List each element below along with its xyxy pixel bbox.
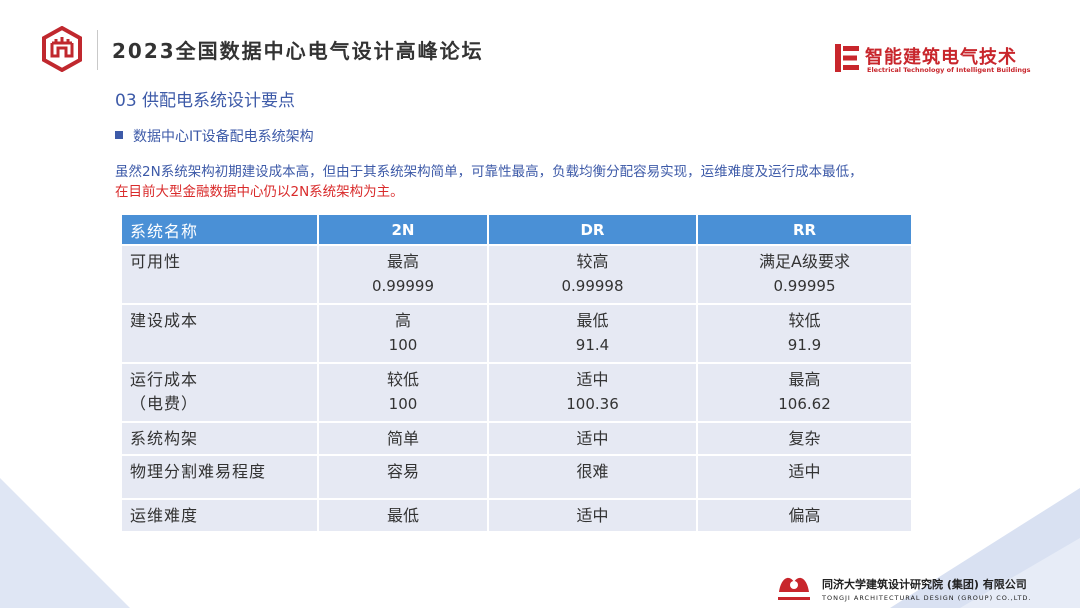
brand-logo: 智能建筑电气技术 Electrical Technology of Intell… — [835, 42, 1035, 76]
decor-triangle-right-inner — [960, 538, 1080, 608]
table-row: 运行成本 （电费） 较低 100 适中 100.36 最高 106.62 — [122, 363, 913, 423]
header-system-name: 系统名称 — [122, 215, 319, 246]
square-bullet-icon — [115, 131, 123, 139]
cell-text: 容易 — [386, 462, 419, 481]
comparison-table: 系统名称 2N DR RR 可用性 最高 0.99999 较高 0.99998 满足… — [122, 215, 913, 533]
table-cell: 复杂 — [697, 422, 913, 456]
cell-value: 91.9 — [787, 336, 822, 354]
row-label-text: 建设成本 — [130, 311, 199, 330]
cell-text: 适中 — [576, 429, 609, 448]
row-label-text: 运行成本 — [130, 370, 199, 389]
footer-company-en: TONGJI ARCHITECTURAL DESIGN (GROUP) CO.,… — [822, 594, 1032, 602]
table-cell: 最高 0.99999 — [318, 245, 489, 305]
cell-value: 100.36 — [566, 395, 619, 413]
table-row: 运维难度 最低 适中 偏高 — [122, 499, 913, 533]
row-label-sub: （电费） — [130, 394, 199, 413]
row-label-text: 物理分割难易程度 — [130, 462, 267, 481]
page-title: 2023全国数据中心电气设计高峰论坛 — [112, 39, 484, 63]
description-line-1: 虽然2N系统架构初期建设成本高，但由于其系统架构简单，可靠性最高，负载均衡分配容… — [115, 164, 863, 180]
cell-value: 91.4 — [575, 336, 610, 354]
row-label: 可用性 — [122, 245, 319, 305]
bullet-item: 数据中心IT设备配电系统架构 — [115, 126, 314, 146]
table-header-row: 系统名称 2N DR RR — [122, 215, 913, 246]
section-title: 03 供配电系统设计要点 — [115, 91, 296, 111]
row-label: 系统构架 — [122, 422, 319, 456]
description-line-2: 在目前大型金融数据中心仍以2N系统架构为主。 — [115, 184, 404, 200]
table-cell: 较低 91.9 — [697, 304, 913, 364]
cell-text: 高 — [394, 311, 411, 330]
header-dr: DR — [488, 215, 698, 246]
description: 虽然2N系统架构初期建设成本高，但由于其系统架构简单，可靠性最高，负载均衡分配容… — [115, 162, 863, 202]
header-rr: RR — [697, 215, 913, 246]
header-2n: 2N — [318, 215, 489, 246]
cell-text: 最低 — [386, 505, 419, 525]
cell-text: 较低 — [386, 370, 419, 389]
table-row: 可用性 最高 0.99999 较高 0.99998 满足A级要求 0.99995 — [122, 245, 913, 305]
table-cell: 适中 100.36 — [488, 363, 698, 423]
row-label: 建设成本 — [122, 304, 319, 364]
cell-value: 100 — [388, 395, 418, 413]
brand-name-cn: 智能建筑电气技术 — [865, 47, 1017, 68]
table-cell: 高 100 — [318, 304, 489, 364]
table-cell: 简单 — [318, 422, 489, 456]
cell-text: 较高 — [576, 252, 609, 271]
cell-text: 偏高 — [788, 505, 821, 525]
cell-text: 较低 — [788, 311, 821, 330]
table-cell: 最低 — [318, 499, 489, 533]
table-cell: 容易 — [318, 455, 489, 500]
row-label-text: 可用性 — [130, 252, 182, 271]
cell-text: 满足A级要求 — [759, 252, 850, 271]
cell-text: 适中 — [576, 505, 609, 525]
cell-value: 100 — [388, 336, 418, 354]
cell-value: 0.99999 — [371, 277, 435, 295]
cell-text: 简单 — [386, 429, 419, 448]
cell-value: 0.99998 — [561, 277, 624, 295]
row-label: 运维难度 — [122, 499, 319, 533]
header-divider — [97, 30, 98, 70]
row-label: 物理分割难易程度 — [122, 455, 319, 500]
table-row: 建设成本 高 100 最低 91.4 较低 91.9 — [122, 304, 913, 364]
cell-text: 复杂 — [788, 429, 821, 448]
table-cell: 偏高 — [697, 499, 913, 533]
cell-text: 最高 — [788, 370, 821, 389]
cell-text: 最低 — [576, 311, 609, 330]
decor-triangle-left — [0, 478, 130, 608]
table-cell: 较低 100 — [318, 363, 489, 423]
table-row: 系统构架 简单 适中 复杂 — [122, 422, 913, 456]
table-cell: 适中 — [488, 499, 698, 533]
table-cell: 最高 106.62 — [697, 363, 913, 423]
table-cell: 较高 0.99998 — [488, 245, 698, 305]
table-cell: 适中 — [488, 422, 698, 456]
footer-company-cn: 同济大学建筑设计研究院 (集团) 有限公司 — [822, 578, 1027, 591]
brand-name-en: Electrical Technology of Intelligent Bui… — [867, 66, 1031, 74]
brand-mark-icon — [835, 44, 859, 72]
cell-text: 很难 — [576, 462, 609, 481]
row-label: 运行成本 （电费） — [122, 363, 319, 423]
row-label-text: 系统构架 — [130, 429, 199, 448]
bullet-text: 数据中心IT设备配电系统架构 — [133, 129, 314, 145]
cell-value: 0.99995 — [773, 277, 836, 295]
table-row: 物理分割难易程度 容易 很难 适中 — [122, 455, 913, 500]
table-cell: 满足A级要求 0.99995 — [697, 245, 913, 305]
tjad-logo-icon — [775, 572, 813, 600]
forum-logo-icon — [42, 26, 82, 72]
table-cell: 适中 — [697, 455, 913, 500]
cell-text: 适中 — [788, 462, 821, 481]
cell-value: 106.62 — [778, 395, 831, 413]
table-cell: 最低 91.4 — [488, 304, 698, 364]
row-label-text: 运维难度 — [130, 505, 199, 525]
cell-text: 适中 — [576, 370, 609, 389]
cell-text: 最高 — [386, 252, 419, 271]
table-cell: 很难 — [488, 455, 698, 500]
